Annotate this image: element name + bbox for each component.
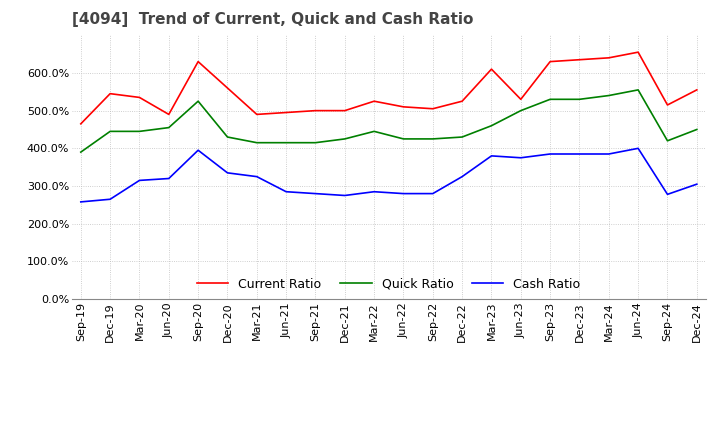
Current Ratio: [663, 103, 672, 108]
Current Ratio: [76, 121, 85, 126]
Cash Ratio: [370, 189, 379, 194]
Current Ratio: [341, 108, 349, 113]
Quick Ratio: [575, 97, 584, 102]
Current Ratio: [546, 59, 554, 64]
Cash Ratio: [311, 191, 320, 196]
Current Ratio: [516, 97, 525, 102]
Current Ratio: [693, 87, 701, 92]
Legend: Current Ratio, Quick Ratio, Cash Ratio: Current Ratio, Quick Ratio, Cash Ratio: [192, 273, 585, 296]
Quick Ratio: [605, 93, 613, 98]
Quick Ratio: [135, 129, 144, 134]
Quick Ratio: [693, 127, 701, 132]
Cash Ratio: [693, 182, 701, 187]
Current Ratio: [634, 50, 642, 55]
Quick Ratio: [487, 123, 496, 128]
Quick Ratio: [282, 140, 290, 145]
Cash Ratio: [106, 197, 114, 202]
Current Ratio: [605, 55, 613, 60]
Current Ratio: [428, 106, 437, 111]
Quick Ratio: [634, 87, 642, 92]
Cash Ratio: [223, 170, 232, 176]
Cash Ratio: [634, 146, 642, 151]
Current Ratio: [282, 110, 290, 115]
Cash Ratio: [546, 151, 554, 157]
Quick Ratio: [458, 134, 467, 139]
Cash Ratio: [194, 147, 202, 153]
Quick Ratio: [399, 136, 408, 142]
Cash Ratio: [399, 191, 408, 196]
Cash Ratio: [575, 151, 584, 157]
Current Ratio: [106, 91, 114, 96]
Quick Ratio: [76, 150, 85, 155]
Cash Ratio: [663, 192, 672, 197]
Quick Ratio: [663, 138, 672, 143]
Quick Ratio: [546, 97, 554, 102]
Quick Ratio: [106, 129, 114, 134]
Quick Ratio: [311, 140, 320, 145]
Cash Ratio: [76, 199, 85, 205]
Current Ratio: [135, 95, 144, 100]
Cash Ratio: [164, 176, 173, 181]
Quick Ratio: [516, 108, 525, 113]
Current Ratio: [458, 99, 467, 104]
Quick Ratio: [223, 134, 232, 139]
Quick Ratio: [253, 140, 261, 145]
Line: Cash Ratio: Cash Ratio: [81, 148, 697, 202]
Cash Ratio: [253, 174, 261, 179]
Cash Ratio: [487, 153, 496, 158]
Current Ratio: [487, 66, 496, 72]
Current Ratio: [223, 85, 232, 91]
Line: Quick Ratio: Quick Ratio: [81, 90, 697, 152]
Current Ratio: [253, 112, 261, 117]
Cash Ratio: [458, 174, 467, 179]
Current Ratio: [370, 99, 379, 104]
Cash Ratio: [135, 178, 144, 183]
Text: [4094]  Trend of Current, Quick and Cash Ratio: [4094] Trend of Current, Quick and Cash …: [72, 12, 473, 27]
Current Ratio: [575, 57, 584, 62]
Quick Ratio: [370, 129, 379, 134]
Current Ratio: [164, 112, 173, 117]
Current Ratio: [311, 108, 320, 113]
Quick Ratio: [428, 136, 437, 142]
Cash Ratio: [341, 193, 349, 198]
Quick Ratio: [164, 125, 173, 130]
Quick Ratio: [194, 99, 202, 104]
Cash Ratio: [428, 191, 437, 196]
Quick Ratio: [341, 136, 349, 142]
Current Ratio: [194, 59, 202, 64]
Line: Current Ratio: Current Ratio: [81, 52, 697, 124]
Cash Ratio: [516, 155, 525, 161]
Cash Ratio: [282, 189, 290, 194]
Cash Ratio: [605, 151, 613, 157]
Current Ratio: [399, 104, 408, 110]
